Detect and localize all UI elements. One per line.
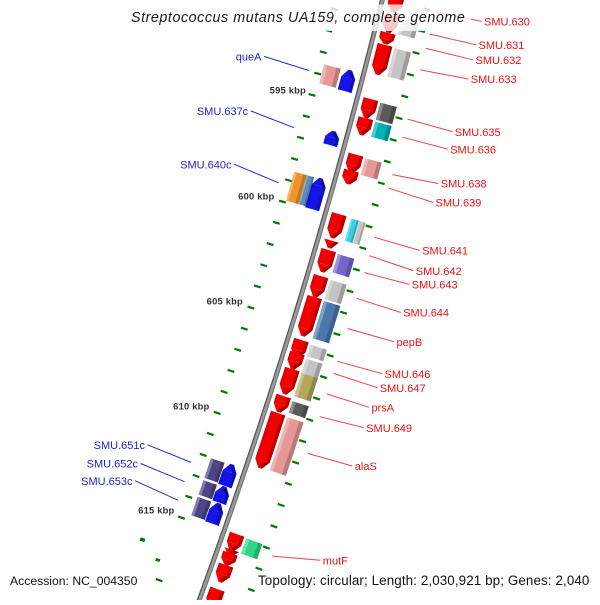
svg-text:SMU.643: SMU.643 xyxy=(412,280,458,292)
svg-text:SMU.637c: SMU.637c xyxy=(197,106,249,118)
svg-text:SMU.630: SMU.630 xyxy=(484,16,530,28)
svg-text:SMU.646: SMU.646 xyxy=(385,369,431,381)
svg-text:595 kbp: 595 kbp xyxy=(270,85,306,96)
svg-text:SMU.653c: SMU.653c xyxy=(81,476,133,488)
svg-text:SMU.632: SMU.632 xyxy=(476,55,522,67)
svg-text:SMU.649: SMU.649 xyxy=(366,423,412,435)
svg-text:SMU.635: SMU.635 xyxy=(455,127,501,139)
svg-text:SMU.644: SMU.644 xyxy=(403,308,449,320)
svg-text:600 kbp: 600 kbp xyxy=(238,191,274,202)
svg-text:605 kbp: 605 kbp xyxy=(207,296,243,307)
svg-text:SMU.633: SMU.633 xyxy=(471,74,517,86)
svg-text:SMU.636: SMU.636 xyxy=(450,144,496,156)
svg-text:Accession: NC_004350: Accession: NC_004350 xyxy=(10,574,138,588)
svg-text:pepB: pepB xyxy=(397,337,423,349)
svg-text:SMU.638: SMU.638 xyxy=(441,179,487,191)
svg-text:SMU.647: SMU.647 xyxy=(380,383,426,395)
svg-text:SMU.652c: SMU.652c xyxy=(87,459,139,471)
svg-text:SMU.642: SMU.642 xyxy=(416,266,462,278)
svg-text:queA: queA xyxy=(236,52,262,64)
svg-text:615 kbp: 615 kbp xyxy=(138,505,174,516)
svg-text:Streptococcus mutans UA159, co: Streptococcus mutans UA159, complete gen… xyxy=(131,10,465,26)
svg-text:Topology: circular; Length: 2,: Topology: circular; Length: 2,030,921 bp… xyxy=(258,573,589,588)
svg-text:SMU.641: SMU.641 xyxy=(422,246,468,258)
svg-text:SMU.639: SMU.639 xyxy=(436,198,482,210)
svg-text:610 kbp: 610 kbp xyxy=(173,401,209,412)
svg-text:prsA: prsA xyxy=(372,403,395,415)
svg-text:SMU.640c: SMU.640c xyxy=(180,159,232,171)
svg-text:mutF: mutF xyxy=(323,555,348,567)
svg-text:alaS: alaS xyxy=(355,461,377,473)
svg-text:SMU.631: SMU.631 xyxy=(479,40,525,52)
svg-text:SMU.651c: SMU.651c xyxy=(94,440,146,452)
